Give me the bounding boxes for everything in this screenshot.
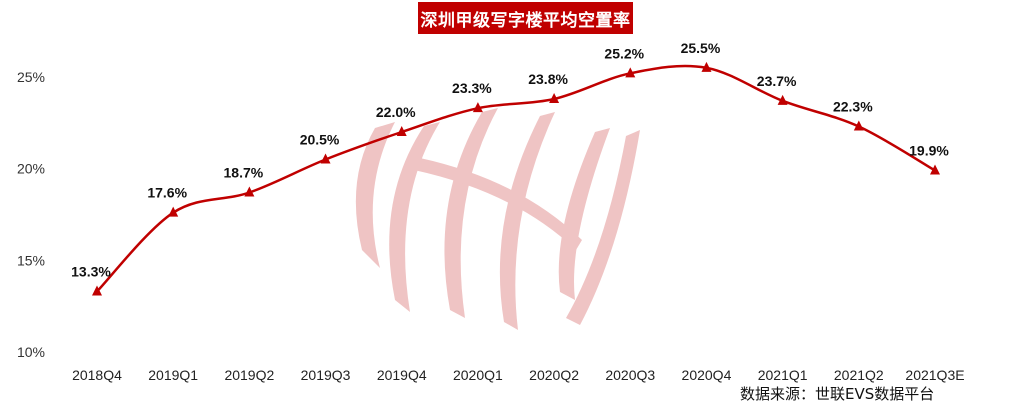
x-tick-label: 2021Q1 [758, 367, 808, 383]
x-tick-label: 2019Q2 [224, 367, 274, 383]
data-point [701, 61, 712, 72]
series-line [96, 64, 936, 293]
data-point [853, 120, 864, 131]
data-point [930, 164, 940, 175]
x-tick-label: 2021Q2 [834, 367, 884, 383]
data-label: 25.2% [604, 45, 644, 61]
data-markers [92, 61, 940, 296]
chart-title: 深圳甲级写字楼平均空置率 [418, 2, 633, 34]
source-note: 数据来源：世联EVS数据平台 [740, 385, 935, 403]
data-label: 18.7% [224, 165, 264, 181]
data-point [244, 186, 255, 197]
x-tick-label: 2020Q2 [529, 367, 579, 383]
data-point [625, 67, 636, 78]
y-axis: 10% 15% 20% 25% [17, 69, 45, 360]
x-tick-label: 2020Q4 [682, 367, 732, 383]
y-tick-label: 25% [17, 69, 45, 85]
data-label: 23.7% [757, 73, 797, 89]
data-labels: 13.3% 17.6% 18.7% 20.5% 22.0% 23.3% 23.8% 25.2%… [71, 40, 949, 280]
x-tick-label: 2018Q4 [72, 367, 122, 383]
data-point [320, 153, 331, 164]
data-label: 20.5% [300, 132, 340, 148]
data-label: 22.3% [833, 99, 873, 115]
x-tick-label: 2021Q3E [905, 367, 964, 383]
y-tick-label: 10% [17, 344, 45, 360]
x-axis: 2018Q4 2019Q1 2019Q2 2019Q3 2019Q4 2020Q1 2020… [72, 367, 965, 383]
x-tick-label: 2020Q3 [605, 367, 655, 383]
y-tick-label: 15% [17, 252, 45, 268]
data-label: 25.5% [681, 40, 721, 56]
y-tick-label: 20% [17, 161, 45, 177]
data-point [549, 93, 560, 103]
data-point [472, 102, 483, 113]
data-label: 13.3% [71, 264, 111, 280]
data-label: 23.8% [528, 71, 568, 87]
x-tick-label: 2020Q1 [453, 367, 503, 383]
data-point [777, 94, 788, 105]
data-point [92, 285, 102, 296]
data-label: 19.9% [909, 143, 949, 159]
data-label: 23.3% [452, 80, 492, 96]
data-label: 22.0% [376, 104, 416, 120]
data-point [168, 206, 179, 217]
data-point [396, 126, 407, 136]
x-tick-label: 2019Q4 [377, 367, 427, 383]
watermark-logo [355, 108, 640, 330]
x-tick-label: 2019Q1 [148, 367, 198, 383]
data-label: 17.6% [147, 185, 187, 201]
x-tick-label: 2019Q3 [301, 367, 351, 383]
